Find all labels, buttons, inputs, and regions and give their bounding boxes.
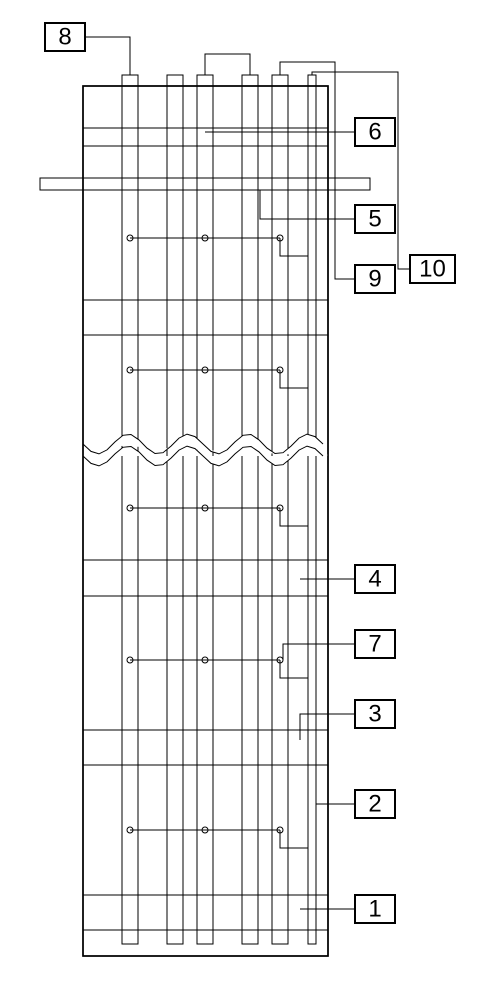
- label-text-10: 10: [419, 255, 446, 282]
- device-outline: [83, 86, 328, 956]
- cross-bar-3: [83, 560, 328, 596]
- cross-bar-4: [83, 730, 328, 765]
- pipe-2: [167, 75, 183, 944]
- sensor-lead-4: [280, 660, 308, 678]
- pipe-4: [242, 75, 258, 944]
- label-text-7: 7: [368, 630, 381, 657]
- pipe-1: [122, 75, 138, 944]
- label-text-4: 4: [368, 565, 381, 592]
- sensor-lead-5: [280, 830, 308, 848]
- platform-bar: [40, 178, 370, 190]
- label-text-5: 5: [368, 205, 381, 232]
- device-outline-top: [83, 86, 328, 956]
- cross-bar-5: [83, 895, 328, 930]
- signal-pipe: [308, 75, 316, 944]
- label-text-9: 9: [368, 265, 381, 292]
- label-text-6: 6: [368, 118, 381, 145]
- label-text-1: 1: [368, 895, 381, 922]
- leader-8: [85, 37, 130, 75]
- sensor-lead-2: [280, 370, 308, 388]
- pipe-3: [197, 75, 213, 944]
- leader-10: [312, 72, 410, 269]
- leader-7: [283, 644, 355, 660]
- leader-9: [280, 62, 355, 279]
- sensor-lead-1: [280, 238, 308, 256]
- cross-bar-2: [83, 300, 328, 335]
- label-text-2: 2: [368, 790, 381, 817]
- cross-bar-1: [83, 128, 328, 146]
- label-text-3: 3: [368, 700, 381, 727]
- sensor-lead-3: [280, 508, 308, 526]
- label-text-8: 8: [58, 23, 71, 50]
- leader-2: [316, 804, 355, 840]
- lead-mid: [205, 54, 250, 75]
